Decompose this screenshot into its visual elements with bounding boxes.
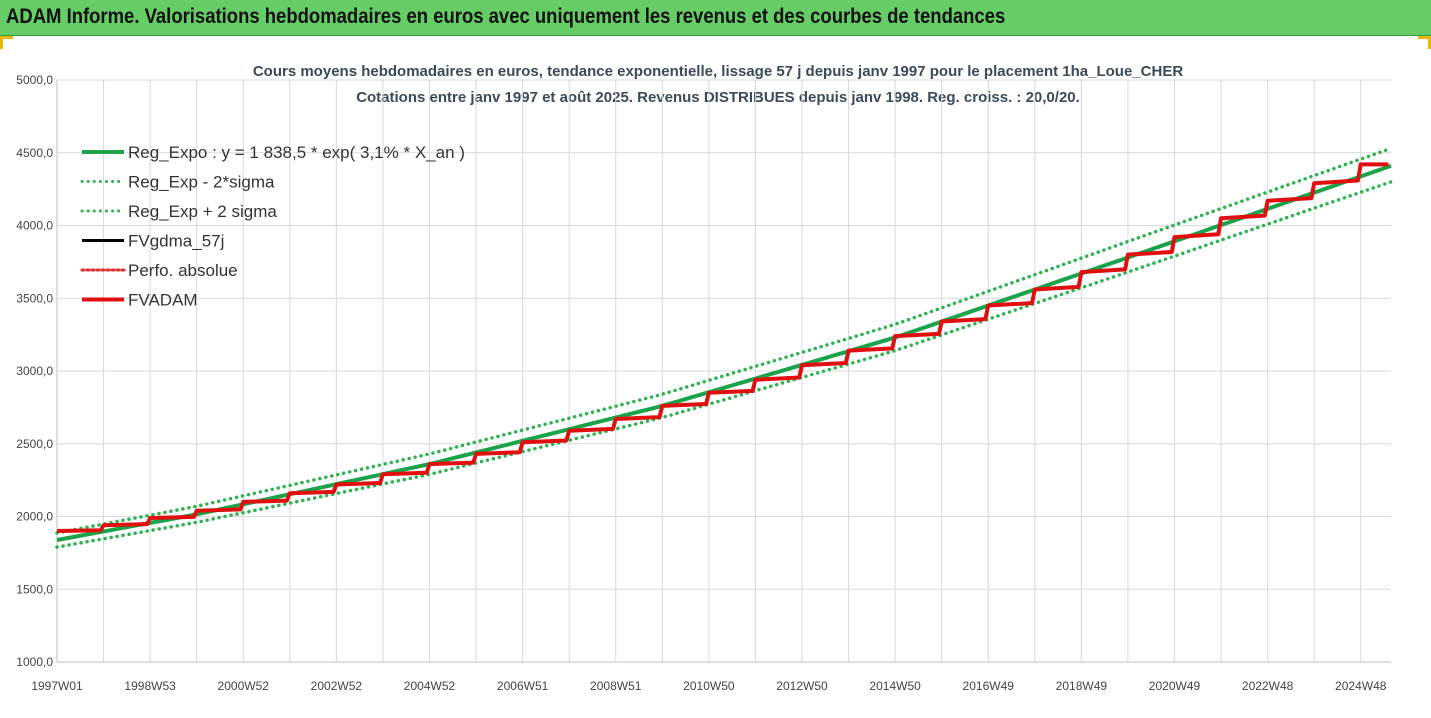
x-tick-label: 2022W48 xyxy=(1242,679,1294,693)
y-tick-label: 4500,0 xyxy=(16,146,53,160)
legend: Reg_Expo : y = 1 838,5 * exp( 3,1% * X_a… xyxy=(80,143,465,310)
x-tick-label: 2020W49 xyxy=(1149,679,1201,693)
legend-label: FVgdma_57j xyxy=(128,232,224,251)
x-tick-label: 1998W53 xyxy=(124,679,176,693)
x-tick-label: 2018W49 xyxy=(1056,679,1108,693)
x-tick-label: 1997W01 xyxy=(31,679,83,693)
y-tick-label: 5000,0 xyxy=(16,73,53,87)
series-line-2 xyxy=(55,146,1393,535)
x-tick-label: 2024W48 xyxy=(1335,679,1387,693)
y-tick-label: 2500,0 xyxy=(16,437,53,451)
chart-title: Cours moyens hebdomadaires en euros, ten… xyxy=(253,63,1183,80)
y-tick-label: 4000,0 xyxy=(16,219,53,233)
series-line-0 xyxy=(56,163,1392,542)
series-layer xyxy=(55,146,1393,549)
y-tick-label: 3000,0 xyxy=(16,364,53,378)
corner-mark-top-left xyxy=(0,36,13,49)
x-tick-label: 2016W49 xyxy=(963,679,1015,693)
legend-label: Reg_Exp - 2*sigma xyxy=(128,173,275,192)
y-tick-label: 1500,0 xyxy=(16,582,53,596)
x-tick-label: 2006W51 xyxy=(497,679,549,693)
x-tick-label: 2002W52 xyxy=(311,679,363,693)
y-tick-label: 1000,0 xyxy=(16,655,53,669)
grid xyxy=(56,79,1391,663)
x-tick-label: 2012W50 xyxy=(776,679,828,693)
x-axis: 1997W01 1998W53 2000W52 2002W52 2004W52 2006W… xyxy=(31,679,1386,693)
y-axis: 1000,0 1500,0 2000,0 2500,0 3000,0 3500,0 4000… xyxy=(16,73,53,669)
series-line-1 xyxy=(55,180,1393,549)
x-tick-label: 2014W50 xyxy=(869,679,921,693)
legend-label: Perfo. absolue xyxy=(128,261,238,280)
corner-mark-top-right xyxy=(1418,36,1431,49)
line-chart: Cours moyens hebdomadaires en euros, ten… xyxy=(16,63,1393,693)
y-tick-label: 3500,0 xyxy=(16,291,53,305)
banner: ADAM Informe. Valorisations hebdomadaire… xyxy=(0,0,1431,36)
y-tick-label: 2000,0 xyxy=(16,510,53,524)
chart-subtitle: Cotations entre janv 1997 et août 2025. … xyxy=(356,89,1080,106)
legend-label: FVADAM xyxy=(128,291,198,310)
x-tick-label: 2008W51 xyxy=(590,679,642,693)
x-tick-label: 2000W52 xyxy=(218,679,270,693)
legend-label: Reg_Expo : y = 1 838,5 * exp( 3,1% * X_a… xyxy=(128,143,465,162)
x-tick-label: 2010W50 xyxy=(683,679,735,693)
x-tick-label: 2004W52 xyxy=(404,679,456,693)
series-line-5 xyxy=(56,162,1389,533)
legend-label: Reg_Exp + 2 sigma xyxy=(128,202,277,221)
banner-title: ADAM Informe. Valorisations hebdomadaire… xyxy=(6,5,1006,28)
